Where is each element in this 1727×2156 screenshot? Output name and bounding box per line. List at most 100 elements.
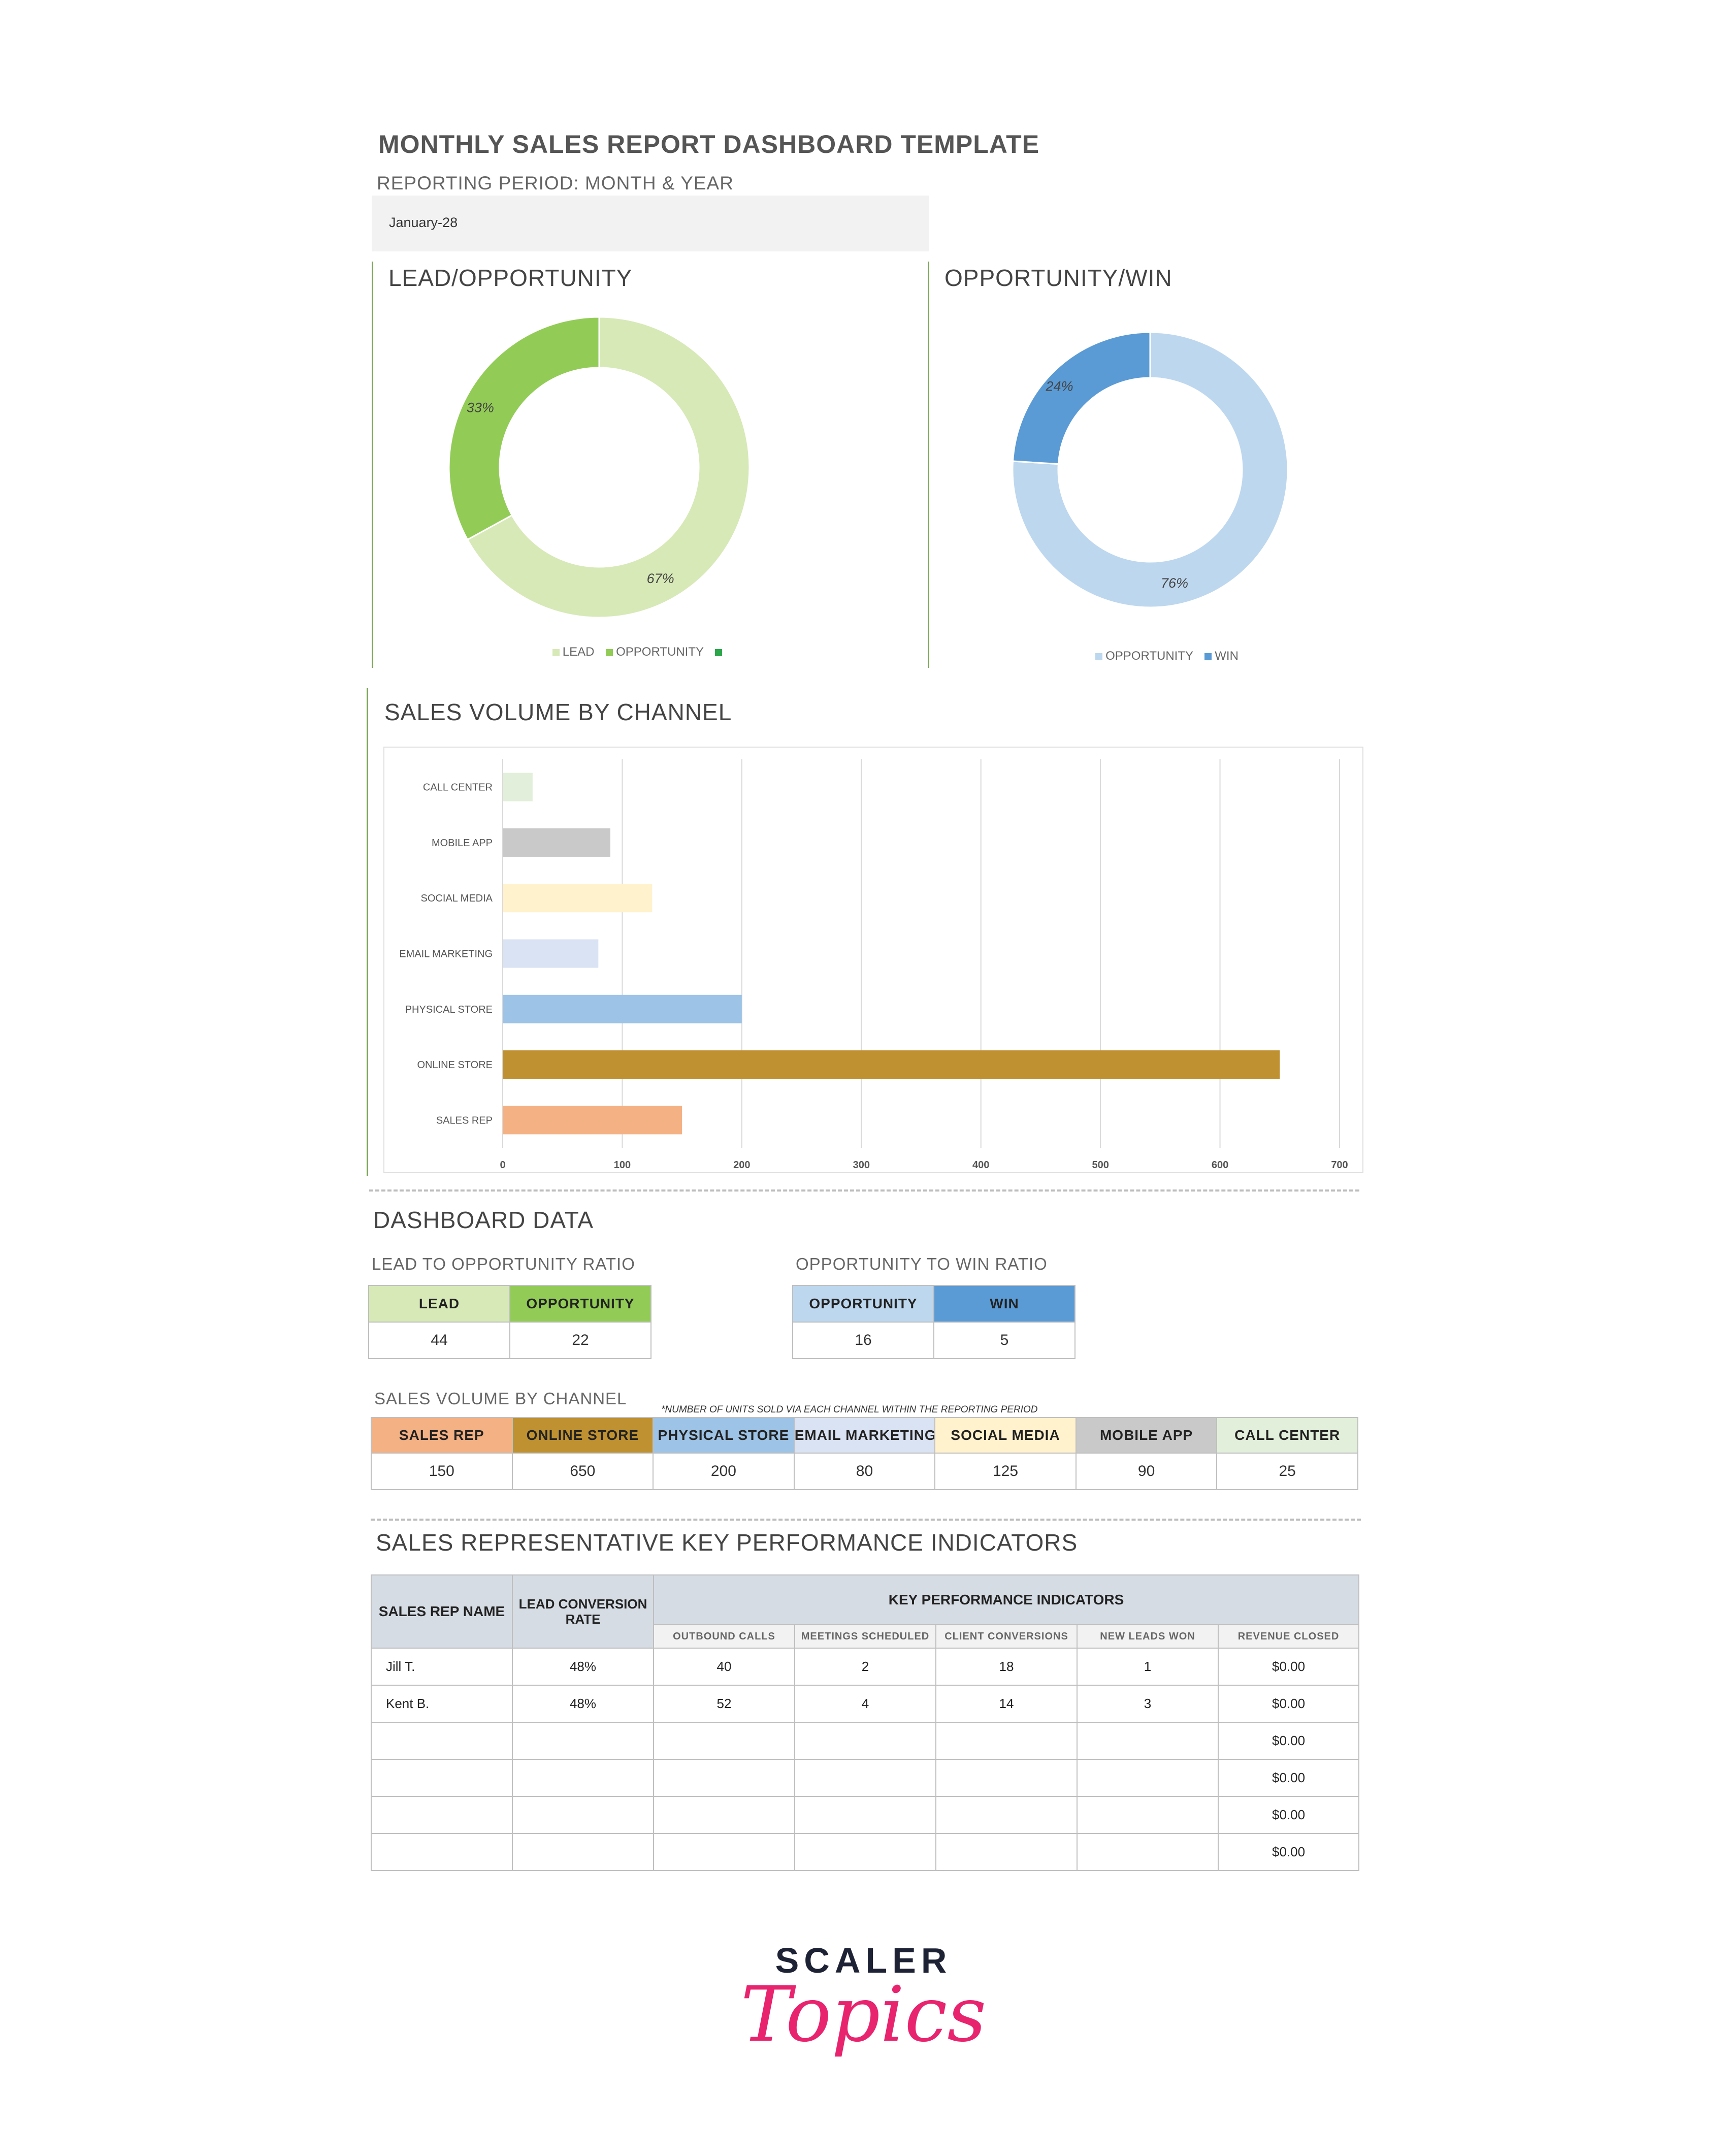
category-label: SALES REP bbox=[436, 1115, 493, 1126]
kpi-cell-outbound-calls[interactable] bbox=[653, 1722, 795, 1760]
channel-value-social-media[interactable]: 125 bbox=[934, 1453, 1077, 1490]
kpi-cell-outbound-calls[interactable] bbox=[653, 1759, 795, 1797]
lead-donut-label-opportunity: 33% bbox=[467, 400, 494, 415]
kpi-table: SALES REP NAME LEAD CONVERSION RATE KEY … bbox=[371, 1574, 1360, 1871]
kpi-header-outbound-calls: OUTBOUND CALLS bbox=[653, 1624, 795, 1649]
legend-label-lead: LEAD bbox=[562, 645, 595, 659]
channel-value-online-store[interactable]: 650 bbox=[511, 1453, 654, 1490]
kpi-cell-conversion-rate[interactable] bbox=[512, 1722, 654, 1760]
channel-table-note: *NUMBER OF UNITS SOLD VIA EACH CHANNEL W… bbox=[661, 1404, 1038, 1415]
kpi-cell-meetings[interactable]: 2 bbox=[794, 1648, 936, 1686]
win-donut-label-win: 24% bbox=[1045, 378, 1073, 394]
win-ratio-value-opportunity[interactable]: 16 bbox=[792, 1322, 934, 1359]
x-tick-label: 400 bbox=[972, 1160, 989, 1171]
kpi-cell-meetings[interactable] bbox=[794, 1759, 936, 1797]
kpi-cell-conversions[interactable] bbox=[935, 1759, 1078, 1797]
channel-value-mobile-app[interactable]: 90 bbox=[1075, 1453, 1218, 1490]
bar-email-marketing bbox=[503, 939, 599, 968]
legend-swatch-opportunity bbox=[1095, 653, 1103, 660]
kpi-cell-new-leads[interactable] bbox=[1077, 1722, 1219, 1760]
win-ratio-header-opportunity: OPPORTUNITY bbox=[792, 1285, 934, 1323]
kpi-header-new-leads-won: NEW LEADS WON bbox=[1077, 1624, 1219, 1649]
kpi-cell-outbound-calls[interactable] bbox=[653, 1796, 795, 1834]
x-tick-label: 500 bbox=[1092, 1160, 1109, 1171]
channel-header-call-center: CALL CENTER bbox=[1216, 1417, 1358, 1454]
kpi-cell-conversions[interactable] bbox=[935, 1833, 1078, 1871]
legend-swatch-opportunity bbox=[606, 649, 613, 656]
kpi-cell-conversion-rate[interactable]: 48% bbox=[512, 1685, 654, 1723]
table-row: $0.00 bbox=[371, 1833, 1360, 1871]
kpi-cell-revenue[interactable]: $0.00 bbox=[1217, 1722, 1360, 1760]
kpi-header-meetings-scheduled: MEETINGS SCHEDULED bbox=[794, 1624, 936, 1649]
kpi-cell-new-leads[interactable] bbox=[1077, 1833, 1219, 1871]
win-donut-slice-opportunity bbox=[1012, 331, 1289, 608]
kpi-cell-conversion-rate[interactable]: 48% bbox=[512, 1648, 654, 1686]
legend-label-opportunity: OPPORTUNITY bbox=[1105, 649, 1193, 663]
legend-swatch-extra bbox=[715, 649, 723, 656]
lead-ratio-value-lead[interactable]: 44 bbox=[368, 1322, 510, 1359]
kpi-cell-outbound-calls[interactable] bbox=[653, 1833, 795, 1871]
kpi-cell-rep-name[interactable]: Kent B. bbox=[371, 1685, 513, 1723]
kpi-cell-conversion-rate[interactable] bbox=[512, 1833, 654, 1871]
category-label: PHYSICAL STORE bbox=[405, 1004, 493, 1015]
lead-donut-chart: 67% 33% bbox=[448, 316, 751, 619]
kpi-cell-conversions[interactable] bbox=[935, 1796, 1078, 1834]
kpi-cell-conversions[interactable] bbox=[935, 1722, 1078, 1760]
lead-ratio-value-opportunity[interactable]: 22 bbox=[509, 1322, 651, 1359]
legend-swatch-win bbox=[1204, 653, 1212, 660]
lead-donut-label-lead: 67% bbox=[647, 571, 674, 586]
kpi-cell-conversion-rate[interactable] bbox=[512, 1796, 654, 1834]
category-label: MOBILE APP bbox=[432, 838, 493, 849]
kpi-cell-rep-name[interactable]: Jill T. bbox=[371, 1648, 513, 1686]
table-row: Kent B. 48% 52 4 14 3 $0.00 bbox=[371, 1685, 1360, 1723]
reporting-period-field[interactable]: January-28 bbox=[372, 196, 929, 251]
kpi-cell-rep-name[interactable] bbox=[371, 1722, 513, 1760]
channel-header-physical-store: PHYSICAL STORE bbox=[653, 1417, 795, 1454]
kpi-cell-rep-name[interactable] bbox=[371, 1759, 513, 1797]
channel-header-sales-rep: SALES REP bbox=[371, 1417, 513, 1454]
channel-value-email-marketing[interactable]: 80 bbox=[793, 1453, 936, 1490]
kpi-cell-outbound-calls[interactable]: 40 bbox=[653, 1648, 795, 1686]
kpi-cell-conversion-rate[interactable] bbox=[512, 1759, 654, 1797]
kpi-cell-meetings[interactable] bbox=[794, 1722, 936, 1760]
kpi-cell-meetings[interactable] bbox=[794, 1796, 936, 1834]
lead-ratio-title: LEAD TO OPPORTUNITY RATIO bbox=[372, 1254, 635, 1273]
channel-header-email-marketing: EMAIL MARKETING bbox=[793, 1417, 936, 1454]
kpi-cell-revenue[interactable]: $0.00 bbox=[1217, 1648, 1360, 1686]
kpi-cell-outbound-calls[interactable]: 52 bbox=[653, 1685, 795, 1723]
x-tick-label: 100 bbox=[614, 1160, 631, 1171]
scaler-logo-text: SCALER bbox=[775, 1941, 952, 1980]
section-divider bbox=[372, 262, 373, 668]
kpi-cell-conversions[interactable]: 14 bbox=[935, 1685, 1078, 1723]
channel-value-sales-rep[interactable]: 150 bbox=[371, 1453, 513, 1490]
bar-sales-rep bbox=[503, 1106, 682, 1135]
kpi-cell-new-leads[interactable]: 1 bbox=[1077, 1648, 1219, 1686]
kpi-cell-conversions[interactable]: 18 bbox=[935, 1648, 1078, 1686]
lead-ratio-header-opportunity: OPPORTUNITY bbox=[509, 1285, 651, 1323]
kpi-cell-meetings[interactable]: 4 bbox=[794, 1685, 936, 1723]
lead-chart-title: LEAD/OPPORTUNITY bbox=[388, 265, 633, 291]
channel-value-physical-store[interactable]: 200 bbox=[653, 1453, 795, 1490]
kpi-cell-revenue[interactable]: $0.00 bbox=[1217, 1759, 1360, 1797]
table-row: $0.00 bbox=[371, 1759, 1360, 1797]
kpi-cell-revenue[interactable]: $0.00 bbox=[1217, 1685, 1360, 1723]
dashed-divider bbox=[369, 1189, 1359, 1192]
channel-value-call-center[interactable]: 25 bbox=[1216, 1453, 1358, 1490]
kpi-cell-revenue[interactable]: $0.00 bbox=[1217, 1833, 1360, 1871]
volume-chart-frame bbox=[383, 747, 1363, 1173]
category-label: CALL CENTER bbox=[423, 782, 493, 793]
kpi-cell-new-leads[interactable] bbox=[1077, 1759, 1219, 1797]
channel-table: SALES REP ONLINE STORE PHYSICAL STORE EM… bbox=[371, 1417, 1358, 1490]
channel-header-online-store: ONLINE STORE bbox=[511, 1417, 654, 1454]
channel-header-social-media: SOCIAL MEDIA bbox=[934, 1417, 1077, 1454]
kpi-cell-new-leads[interactable] bbox=[1077, 1796, 1219, 1834]
kpi-cell-rep-name[interactable] bbox=[371, 1833, 513, 1871]
reporting-period-value: January-28 bbox=[389, 215, 458, 230]
kpi-cell-revenue[interactable]: $0.00 bbox=[1217, 1796, 1360, 1834]
table-row: $0.00 bbox=[371, 1796, 1360, 1834]
win-ratio-value-win[interactable]: 5 bbox=[933, 1322, 1076, 1359]
kpi-cell-new-leads[interactable]: 3 bbox=[1077, 1685, 1219, 1723]
kpi-header-conversion-rate: LEAD CONVERSION RATE bbox=[512, 1574, 654, 1649]
kpi-cell-meetings[interactable] bbox=[794, 1833, 936, 1871]
kpi-cell-rep-name[interactable] bbox=[371, 1796, 513, 1834]
